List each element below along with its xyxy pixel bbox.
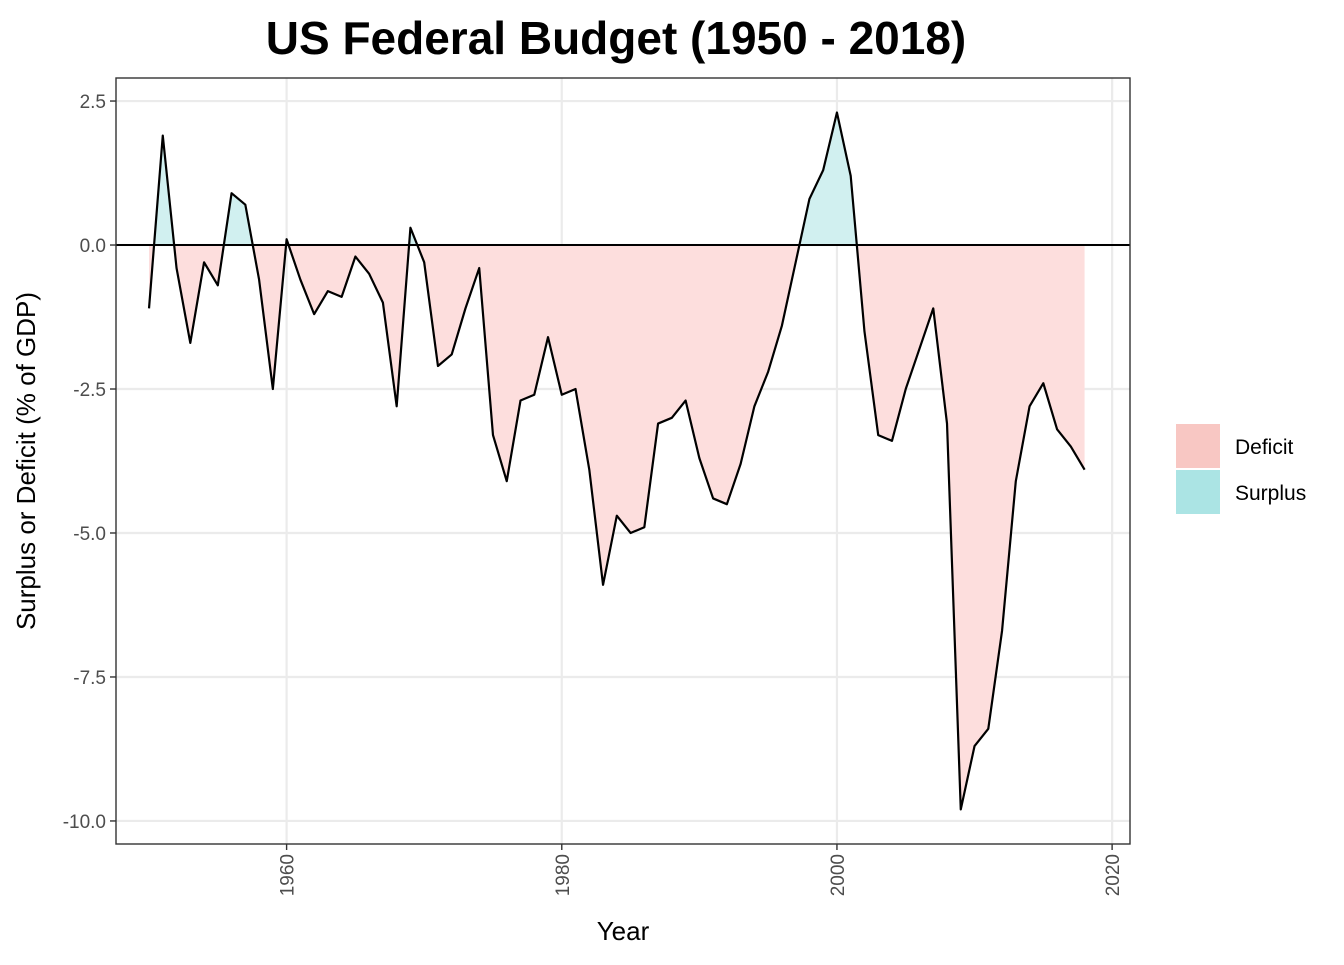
y-tick-label: -2.5: [73, 380, 106, 401]
y-tick-label: -10.0: [63, 812, 106, 833]
surplus-area: [154, 135, 175, 246]
plot-panel-border: [115, 77, 1131, 845]
budget-balance-line: [147, 111, 1086, 811]
x-tick-label: 2020: [1103, 854, 1124, 896]
legend-key-surplus: [1176, 470, 1220, 514]
deficit-area: [252, 245, 287, 390]
x-tick-label: 1980: [553, 854, 574, 896]
chart-title: US Federal Budget (1950 - 2018): [266, 12, 966, 64]
x-tick-label: 2000: [828, 854, 849, 896]
legend-label-surplus: Surplus: [1235, 482, 1306, 505]
legend: Deficit Surplus: [1176, 424, 1306, 514]
x-axis-title: Year: [597, 916, 650, 946]
legend-key-deficit: [1176, 424, 1220, 468]
y-tick-label: -7.5: [73, 668, 106, 689]
legend-label-deficit: Deficit: [1235, 436, 1294, 459]
line-layer: [116, 111, 1130, 811]
y-axis-title: Surplus or Deficit (% of GDP): [11, 292, 41, 630]
deficit-area: [417, 245, 800, 585]
y-tick-label: 0.0: [80, 236, 106, 257]
x-tick-label: 1960: [278, 854, 299, 896]
deficit-area: [856, 245, 1085, 810]
area-layer: [149, 112, 1085, 810]
tick-layer: 2.5 0.0 -2.5 -5.0 -7.5 -10.0 1960 1980 2000 2020: [63, 92, 1124, 896]
y-tick-label: 2.5: [80, 92, 106, 113]
deficit-area: [288, 245, 410, 407]
surplus-area: [799, 112, 857, 246]
y-tick-label: -5.0: [73, 524, 106, 545]
